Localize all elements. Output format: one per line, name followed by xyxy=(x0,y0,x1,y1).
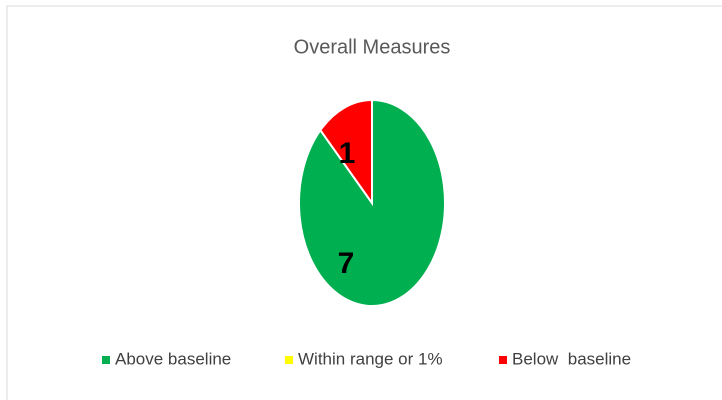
legend-swatch xyxy=(285,356,293,364)
legend-label: Below baseline xyxy=(512,349,631,368)
data-label: 7 xyxy=(338,247,355,280)
data-label: 1 xyxy=(339,137,356,170)
legend-label: Within range or 1% xyxy=(298,349,443,368)
pie-slice xyxy=(319,98,373,207)
legend-swatch xyxy=(102,356,110,364)
legend-swatch xyxy=(499,356,507,364)
legend-label: Above baseline xyxy=(115,349,231,368)
chart-title: Overall Measures xyxy=(294,36,451,58)
